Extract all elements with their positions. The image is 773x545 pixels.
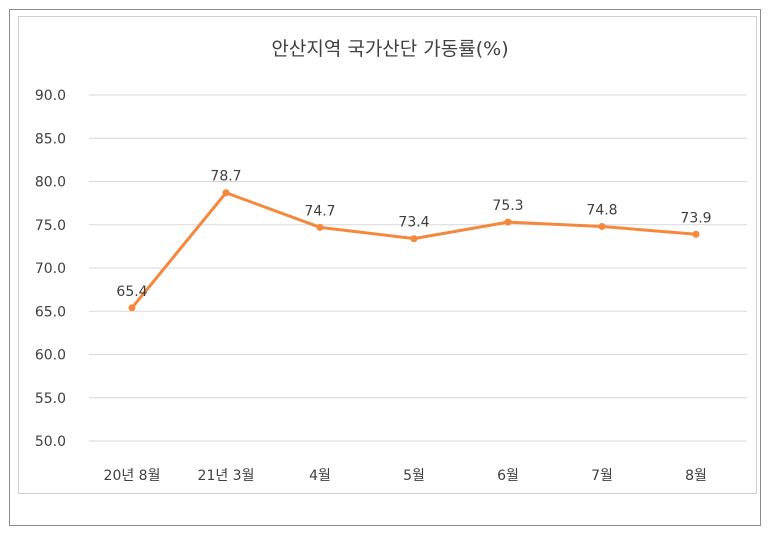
y-tick-label: 60.0 (35, 348, 66, 364)
series-line-group (128, 189, 700, 312)
data-label: 74.7 (304, 203, 335, 219)
data-label: 65.4 (116, 284, 147, 300)
y-axis-tick-labels: 50.0 55.0 60.0 65.0 70.0 75.0 80.0 85.0 90.0 (35, 88, 66, 450)
x-tick-label: 8월 (685, 468, 707, 484)
y-tick-label: 55.0 (35, 391, 66, 407)
data-label: 73.9 (680, 210, 711, 226)
y-tick-label: 70.0 (35, 261, 66, 277)
chart-title: 안산지역 국가산단 가동률(%) (271, 38, 508, 60)
data-point (222, 189, 230, 197)
x-tick-label: 4월 (309, 468, 331, 484)
data-label: 74.8 (586, 202, 617, 218)
gridlines (89, 94, 747, 442)
y-tick-label: 75.0 (35, 218, 66, 234)
data-label: 73.4 (398, 215, 429, 231)
y-tick-label: 80.0 (35, 175, 66, 191)
x-tick-label: 21년 3월 (198, 468, 255, 484)
data-point (598, 222, 606, 230)
data-labels: 65.4 78.7 74.7 73.4 75.3 74.8 73.9 (116, 169, 711, 300)
chart-area (18, 16, 757, 494)
y-tick-label: 90.0 (35, 88, 66, 104)
data-point (316, 223, 324, 231)
data-point (504, 218, 512, 226)
data-label: 75.3 (492, 198, 523, 214)
data-label: 78.7 (210, 169, 241, 185)
x-axis-tick-labels: 20년 8월 21년 3월 4월 5월 6월 7월 8월 (104, 468, 707, 484)
x-tick-label: 7월 (591, 468, 613, 484)
y-tick-label: 65.0 (35, 304, 66, 320)
data-point (128, 304, 136, 312)
x-tick-label: 5월 (403, 468, 425, 484)
y-tick-label: 85.0 (35, 131, 66, 147)
data-point (410, 235, 418, 243)
x-tick-label: 20년 8월 (104, 468, 161, 484)
x-tick-label: 6월 (497, 468, 519, 484)
y-tick-label: 50.0 (35, 434, 66, 450)
data-point (692, 230, 700, 238)
